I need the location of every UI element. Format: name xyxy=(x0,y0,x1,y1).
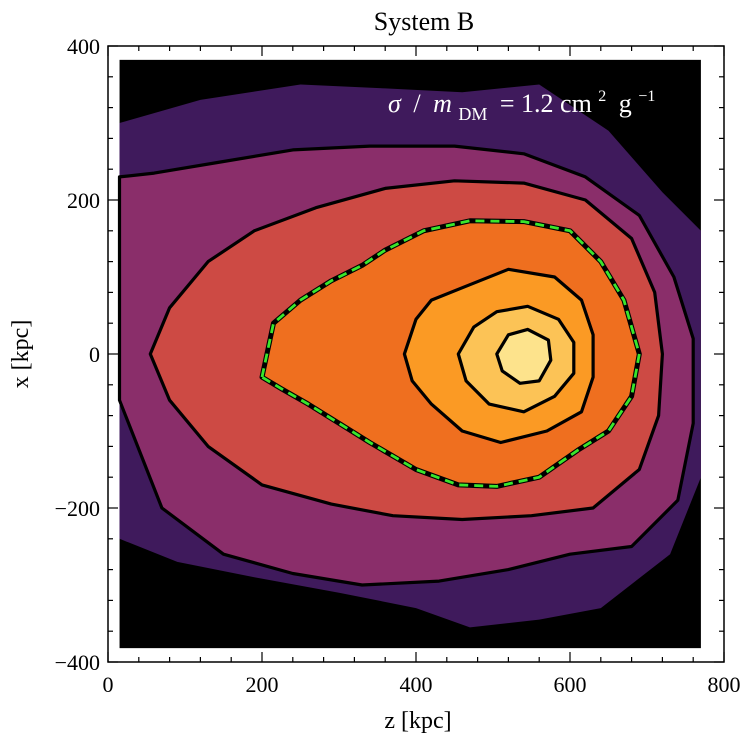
y-tick-label: 200 xyxy=(67,188,100,213)
contour-line-level-7 xyxy=(495,327,553,385)
x-tick-label: 0 xyxy=(103,672,114,697)
y-tick-label: 0 xyxy=(89,342,100,367)
contour-line-level-6 xyxy=(456,304,576,414)
annot-sub: DM xyxy=(458,104,487,124)
annot-sup2: 2 xyxy=(598,88,606,105)
contour-fill-level-7 xyxy=(496,329,551,384)
y-axis-label: x [kpc] xyxy=(8,320,34,389)
annot-g: g xyxy=(619,89,632,118)
contour-line-level-5 xyxy=(402,267,595,445)
annot-supm1: −1 xyxy=(638,88,655,105)
annot-eq: = 1.2 cm xyxy=(500,89,592,118)
axis-ticks xyxy=(107,45,725,663)
y-tick-label: −200 xyxy=(55,496,100,521)
y-tick-label: 400 xyxy=(67,34,100,59)
x-tick-label: 200 xyxy=(246,672,279,697)
contour-line-level-3 xyxy=(148,179,665,522)
x-axis-label: z [kpc] xyxy=(384,708,451,734)
x-tick-label: 600 xyxy=(554,672,587,697)
y-tick-label: −400 xyxy=(55,650,100,675)
plot-title: System B xyxy=(374,7,474,36)
annot-m: m xyxy=(433,89,452,118)
contour-line-level-2 xyxy=(117,144,695,587)
highlight-dashed-contour xyxy=(260,219,641,488)
plot-content xyxy=(117,59,701,649)
x-tick-label: 400 xyxy=(400,672,433,697)
tick-labels: 0 200 400 600 800 400 200 0 −200 −400 xyxy=(55,34,741,697)
cross-section-annotation: σ / m DM = 1.2 cm 2 g −1 xyxy=(388,78,655,126)
annot-slash: / xyxy=(413,89,421,118)
annot-sigma: σ xyxy=(388,89,402,118)
x-tick-label: 800 xyxy=(708,672,741,697)
